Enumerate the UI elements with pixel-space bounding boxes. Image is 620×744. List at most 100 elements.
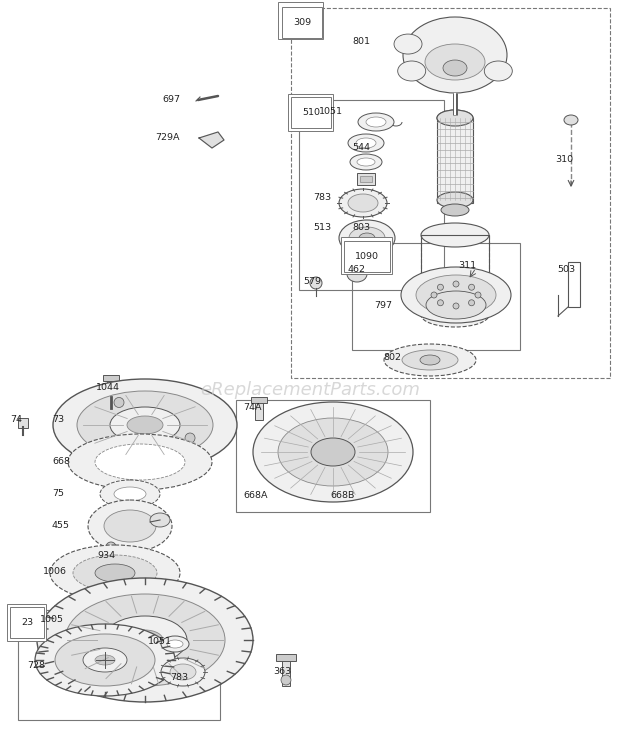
Bar bbox=[18, 418, 28, 428]
Ellipse shape bbox=[403, 17, 507, 93]
Ellipse shape bbox=[35, 624, 175, 696]
Ellipse shape bbox=[127, 416, 163, 434]
Bar bbox=[103, 375, 119, 381]
Text: 1051: 1051 bbox=[319, 107, 343, 117]
Circle shape bbox=[438, 300, 443, 306]
Text: 1044: 1044 bbox=[96, 383, 120, 393]
Text: 1006: 1006 bbox=[43, 568, 67, 577]
Text: 310: 310 bbox=[555, 155, 573, 164]
Text: 668: 668 bbox=[52, 458, 70, 466]
Ellipse shape bbox=[421, 223, 489, 247]
Ellipse shape bbox=[103, 616, 187, 664]
Ellipse shape bbox=[348, 134, 384, 152]
Ellipse shape bbox=[441, 204, 469, 216]
Ellipse shape bbox=[443, 60, 467, 76]
Ellipse shape bbox=[65, 594, 225, 686]
Circle shape bbox=[469, 284, 474, 290]
Bar bbox=[299, 100, 444, 290]
Ellipse shape bbox=[359, 233, 375, 243]
Ellipse shape bbox=[401, 267, 511, 323]
Ellipse shape bbox=[77, 391, 213, 459]
Ellipse shape bbox=[357, 158, 375, 166]
Ellipse shape bbox=[88, 500, 172, 552]
Ellipse shape bbox=[95, 655, 115, 665]
Ellipse shape bbox=[83, 648, 127, 672]
Ellipse shape bbox=[366, 117, 386, 127]
Ellipse shape bbox=[426, 291, 486, 319]
Text: eReplacementParts.com: eReplacementParts.com bbox=[200, 381, 420, 399]
Text: 797: 797 bbox=[374, 301, 392, 310]
Ellipse shape bbox=[95, 564, 135, 582]
Ellipse shape bbox=[150, 513, 170, 527]
Ellipse shape bbox=[278, 418, 388, 486]
Text: 462: 462 bbox=[348, 266, 366, 275]
Text: 363: 363 bbox=[273, 667, 291, 676]
Ellipse shape bbox=[397, 61, 426, 81]
Ellipse shape bbox=[311, 438, 355, 466]
Circle shape bbox=[469, 300, 474, 306]
Text: 579: 579 bbox=[303, 278, 321, 286]
Ellipse shape bbox=[384, 344, 476, 376]
Circle shape bbox=[310, 277, 322, 289]
Ellipse shape bbox=[68, 434, 212, 490]
Ellipse shape bbox=[358, 113, 394, 131]
Ellipse shape bbox=[161, 636, 189, 652]
Bar bbox=[18, 610, 220, 720]
Ellipse shape bbox=[437, 192, 473, 208]
Bar bbox=[352, 243, 520, 350]
Text: 311: 311 bbox=[458, 260, 476, 269]
Text: 1005: 1005 bbox=[40, 615, 64, 624]
Ellipse shape bbox=[100, 480, 160, 508]
Text: 934: 934 bbox=[97, 551, 115, 559]
Text: 803: 803 bbox=[352, 223, 370, 232]
Text: 1090: 1090 bbox=[355, 252, 379, 261]
Ellipse shape bbox=[127, 630, 163, 650]
Bar bbox=[236, 400, 430, 512]
Text: 801: 801 bbox=[352, 37, 370, 46]
Ellipse shape bbox=[161, 658, 205, 686]
Ellipse shape bbox=[339, 189, 387, 217]
Ellipse shape bbox=[167, 640, 183, 648]
Circle shape bbox=[106, 542, 116, 552]
Bar bbox=[107, 378, 115, 398]
Text: 697: 697 bbox=[162, 95, 180, 104]
Ellipse shape bbox=[95, 444, 185, 480]
Text: 1090: 1090 bbox=[355, 251, 378, 260]
Ellipse shape bbox=[253, 402, 413, 502]
Text: 802: 802 bbox=[383, 353, 401, 362]
Ellipse shape bbox=[37, 578, 253, 702]
Text: 309: 309 bbox=[292, 16, 309, 25]
Text: 668B: 668B bbox=[330, 490, 355, 499]
Bar bbox=[282, 658, 290, 686]
Bar bbox=[360, 176, 372, 182]
Text: 668A: 668A bbox=[243, 490, 267, 499]
Text: 1051: 1051 bbox=[148, 638, 172, 647]
Ellipse shape bbox=[564, 115, 578, 125]
Circle shape bbox=[475, 292, 481, 298]
Text: 73: 73 bbox=[52, 415, 64, 425]
Ellipse shape bbox=[420, 355, 440, 365]
Text: 74: 74 bbox=[10, 415, 22, 425]
Ellipse shape bbox=[416, 275, 496, 315]
Bar bbox=[108, 548, 115, 564]
Bar bbox=[276, 654, 296, 661]
Circle shape bbox=[431, 292, 437, 298]
Circle shape bbox=[185, 433, 195, 443]
Circle shape bbox=[438, 284, 443, 290]
Ellipse shape bbox=[170, 664, 196, 680]
Ellipse shape bbox=[356, 138, 376, 148]
Ellipse shape bbox=[50, 545, 180, 601]
Text: 23: 23 bbox=[21, 618, 32, 627]
Bar bbox=[255, 400, 263, 420]
Ellipse shape bbox=[421, 303, 489, 327]
Ellipse shape bbox=[110, 407, 180, 443]
Text: 23: 23 bbox=[21, 618, 33, 627]
Ellipse shape bbox=[339, 220, 395, 256]
Ellipse shape bbox=[437, 110, 473, 126]
Ellipse shape bbox=[73, 555, 157, 591]
Ellipse shape bbox=[350, 154, 382, 170]
Ellipse shape bbox=[347, 266, 367, 282]
Text: 503: 503 bbox=[557, 266, 575, 275]
Ellipse shape bbox=[394, 34, 422, 54]
Bar bbox=[437, 118, 473, 203]
